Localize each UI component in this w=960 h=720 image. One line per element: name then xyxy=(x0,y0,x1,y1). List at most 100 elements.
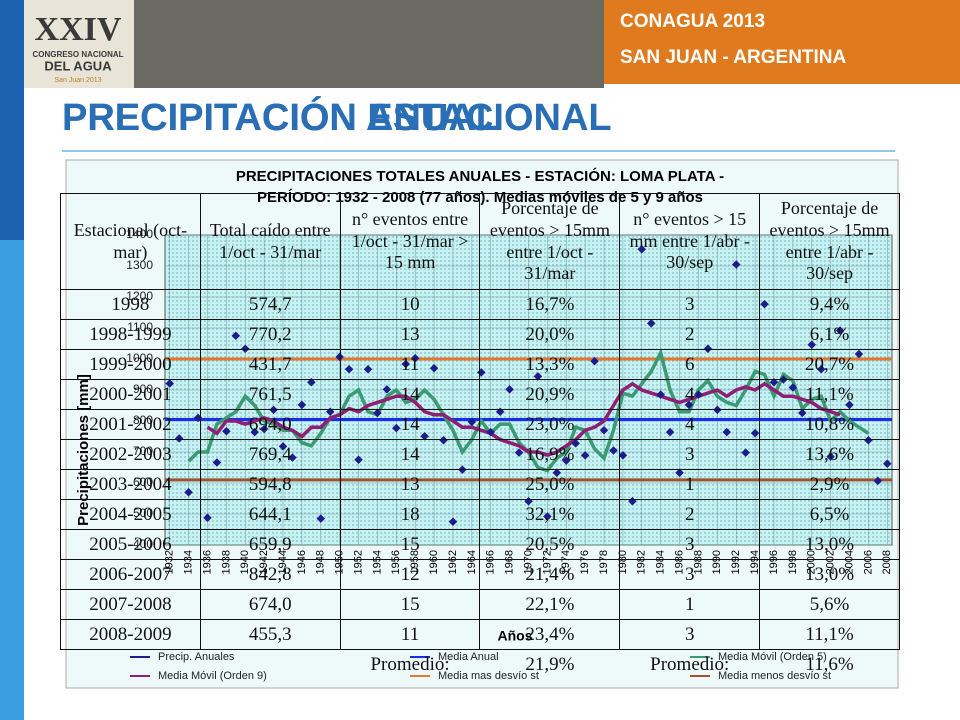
table-row: 1999-2000 431,7 11 13,3% 6 20,7% xyxy=(60,349,900,380)
cell: 5,6% xyxy=(759,589,900,620)
cell: 2007-2008 xyxy=(60,589,201,620)
cell: 10 xyxy=(339,289,481,320)
cell: 1998 xyxy=(60,289,201,320)
cell: 694,0 xyxy=(199,409,341,440)
cell: 431,7 xyxy=(199,349,341,380)
cell: 20,7% xyxy=(759,349,900,380)
cell: 14 xyxy=(339,409,481,440)
cell: 3 xyxy=(619,559,761,590)
table-row: 1998 574,7 10 16,7% 3 9,4% xyxy=(60,289,900,320)
cell: 2,9% xyxy=(759,469,900,500)
chart-title: PRECIPITACIONES TOTALES ANUALES - ESTACI… xyxy=(236,167,724,185)
cell: 25,0% xyxy=(479,469,621,500)
cell: 2 xyxy=(619,499,761,530)
cell: 15 xyxy=(339,529,481,560)
cell: 22,1% xyxy=(479,589,621,620)
cell: 23,0% xyxy=(479,409,621,440)
legend-label: Precip. Anuales xyxy=(158,651,235,663)
cell: 2001-2002 xyxy=(60,409,201,440)
cell: 2000-2001 xyxy=(60,379,201,410)
cell: 842,8 xyxy=(199,559,341,590)
cell: 32,1% xyxy=(479,499,621,530)
cell: 769,4 xyxy=(199,439,341,470)
cell: 2008-2009 xyxy=(60,619,201,650)
cell: 21,4% xyxy=(479,559,621,590)
cell: 644,1 xyxy=(199,499,341,530)
cell: 13,0% xyxy=(759,529,900,560)
cell: 4 xyxy=(619,409,761,440)
cell: 674,0 xyxy=(199,589,341,620)
cell: 2002-2003 xyxy=(60,439,201,470)
cell: 16,7% xyxy=(479,289,621,320)
table-row: 2003-2004 594,8 13 25,0% 1 2,9% xyxy=(60,469,900,500)
cell: 13 xyxy=(339,469,481,500)
legend-label: Media Móvil (Orden 5) xyxy=(718,651,827,663)
side-bar xyxy=(0,240,24,720)
logo-text: CONGRESO NACIONAL xyxy=(32,50,123,59)
cell: 16,9% xyxy=(479,439,621,470)
cell: 13,0% xyxy=(759,559,900,590)
cell: 594,8 xyxy=(199,469,341,500)
side-bar xyxy=(0,0,24,240)
cell: 11,1% xyxy=(759,379,900,410)
table-row: 2006-2007 842,8 12 21,4% 3 13,0% xyxy=(60,559,900,590)
cell: 1 xyxy=(619,469,761,500)
slide-title: PRECIPITACIÓN ANUAL xyxy=(62,95,499,139)
cell: 11 xyxy=(339,619,481,650)
cell: 2005-2006 xyxy=(60,529,201,560)
cell: 11,1% xyxy=(759,619,900,650)
cell: 14 xyxy=(339,379,481,410)
event: CONAGUA 2013 xyxy=(620,11,765,32)
cell: 12 xyxy=(339,559,481,590)
cell: 3 xyxy=(619,289,761,320)
cell: 1998-1999 xyxy=(60,319,201,350)
cell: 13,3% xyxy=(479,349,621,380)
table: Estacional (oct-mar) Total caído entre 1/… xyxy=(60,193,900,679)
cell xyxy=(61,650,201,680)
header-cell: Estacional (oct-mar) xyxy=(60,193,201,290)
header-cell: n° eventos > 15 mm entre 1/abr - 30/sep xyxy=(619,193,761,290)
cell: 20,0% xyxy=(479,319,621,350)
cell: 6 xyxy=(619,349,761,380)
legend-label: Media Móvil (Orden 9) xyxy=(158,670,267,682)
slide-title: PRECIPITACIÓN ESTACIONAL xyxy=(62,95,612,139)
cell: 9,4% xyxy=(759,289,900,320)
cell: 20,5% xyxy=(479,529,621,560)
cell: 2 xyxy=(619,319,761,350)
cell: 13 xyxy=(339,319,481,350)
footer-cell: 21,9% xyxy=(525,654,575,675)
logo-text: XXIV xyxy=(35,11,122,48)
event-box xyxy=(604,0,960,84)
cell: 2004-2005 xyxy=(60,499,201,530)
cell: 770,2 xyxy=(199,319,341,350)
cell: 15 xyxy=(339,589,481,620)
cell: 4 xyxy=(619,379,761,410)
cell: 3 xyxy=(619,439,761,470)
cell: 2006-2007 xyxy=(60,559,201,590)
cell: 13,6% xyxy=(759,439,900,470)
cell: 10,8% xyxy=(759,409,900,440)
footer-cell: Promedio: xyxy=(370,654,450,675)
cell: 1999-2000 xyxy=(60,349,201,380)
logo-text: San Juan 2013 xyxy=(54,77,101,84)
legend-label: Media Anual xyxy=(438,651,499,663)
cell: 455,3 xyxy=(199,619,341,650)
table-row: 2005-2006 659,9 15 20,5% 3 13,0% xyxy=(60,529,900,560)
cell: 6,5% xyxy=(759,499,900,530)
cell: 574,7 xyxy=(199,289,341,320)
header-cell: Porcentaje de eventos > 15mm entre 1/abr… xyxy=(759,193,900,290)
table-row: 1998-1999 770,2 13 20,0% 2 6,1% xyxy=(60,319,900,350)
cell: 18 xyxy=(339,499,481,530)
table-row: 2000-2001 761,5 14 20,9% 4 11,1% xyxy=(60,379,900,410)
cell: 11 xyxy=(339,349,481,380)
cell: 3 xyxy=(619,529,761,560)
cell: 2003-2004 xyxy=(60,469,201,500)
cell: 1 xyxy=(619,589,761,620)
logo-text: DEL AGUA xyxy=(44,58,112,73)
logo-bg xyxy=(24,0,134,88)
cell: 14 xyxy=(339,439,481,470)
table-row: 2004-2005 644,1 18 32,1% 2 6,5% xyxy=(60,499,900,530)
cell: 23,4% xyxy=(479,619,621,650)
header-cell: Total caído entre 1/oct - 31/mar xyxy=(199,193,341,290)
